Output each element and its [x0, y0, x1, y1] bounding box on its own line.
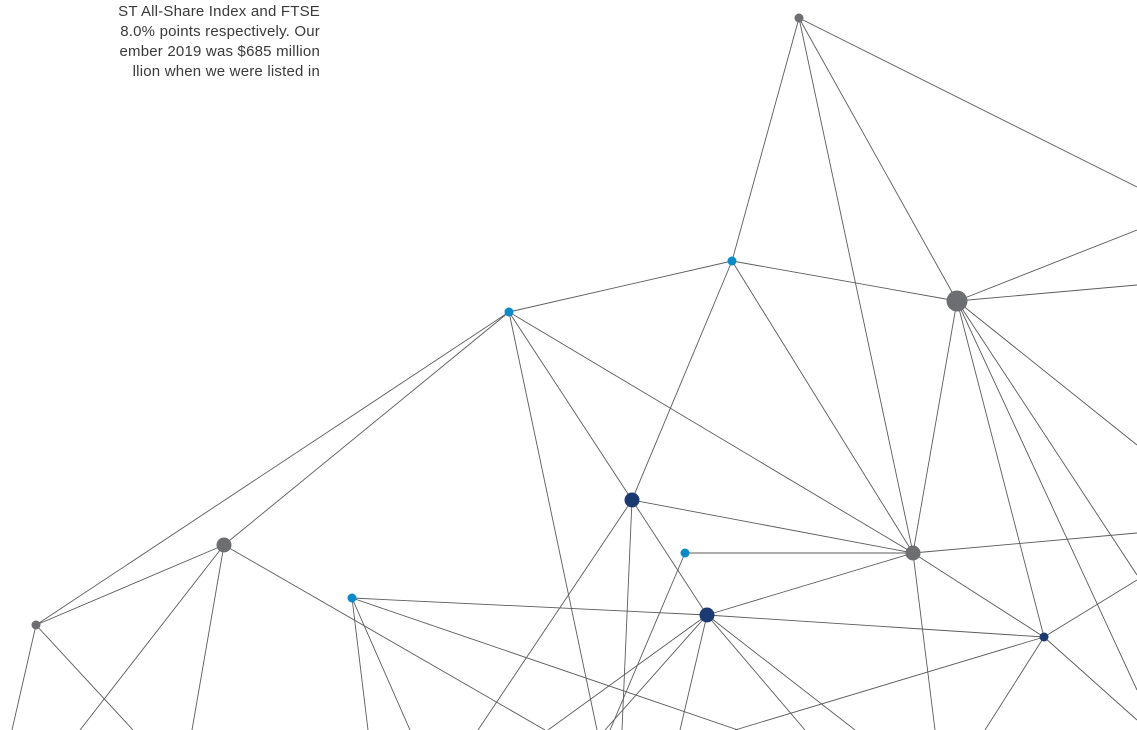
network-node-navy [699, 607, 715, 623]
network-edge [351, 597, 369, 730]
network-node-grey [31, 620, 41, 630]
network-edge [1043, 636, 1137, 721]
network-edge [731, 260, 958, 302]
network-node-navy [624, 492, 640, 508]
network-edge [912, 552, 1045, 638]
network-edge [223, 544, 546, 730]
network-edge [547, 614, 708, 730]
network-edge [731, 17, 800, 262]
text-line-3: ember 2019 was $685 million [119, 43, 320, 60]
network-edge [956, 229, 1137, 302]
network-edge [477, 499, 633, 730]
network-edge [912, 552, 936, 730]
network-edge [631, 260, 733, 501]
network-edge [79, 544, 225, 730]
network-edges [11, 17, 1137, 730]
network-edge [508, 311, 633, 501]
network-edge [706, 614, 1045, 638]
text-line-1: ST All-Share Index and FTSE [118, 3, 320, 20]
text-line-4: llion when we were listed in [132, 63, 320, 80]
text-line-2: 8.0% points respectively. Our [120, 23, 320, 40]
network-edge [631, 499, 914, 554]
body-text-fragment: ST All-Share Index and FTSE 8.0% points … [0, 0, 330, 120]
network-edge [706, 552, 914, 616]
network-edge [621, 499, 633, 730]
network-edge [956, 300, 1137, 576]
network-edge [679, 614, 708, 730]
network-edge [351, 597, 708, 616]
network-edge [223, 311, 510, 546]
network-edge [984, 636, 1045, 730]
network-edge [912, 300, 958, 554]
network-node-blue [727, 256, 737, 266]
network-edge [35, 624, 134, 730]
network-edge [351, 597, 739, 730]
network-node-blue [680, 548, 690, 558]
network-edge [798, 17, 914, 554]
network-edge [508, 311, 598, 730]
network-edge [956, 284, 1137, 302]
network-edge [11, 624, 37, 730]
network-edge [604, 614, 708, 730]
network-edge [35, 544, 225, 626]
network-node-blue [504, 307, 514, 317]
network-edge [912, 532, 1137, 554]
network-edge [631, 499, 708, 616]
network-edge [956, 300, 1137, 691]
network-edge [1043, 579, 1137, 638]
network-edge [798, 17, 958, 302]
network-node-grey [905, 545, 921, 561]
network-edge [351, 597, 411, 730]
network-nodes [31, 13, 1049, 642]
network-edge [956, 300, 1137, 446]
network-edge [706, 614, 856, 730]
network-node-blue [347, 593, 357, 603]
network-edge [191, 544, 225, 730]
network-edge [798, 17, 1137, 188]
network-node-grey [794, 13, 804, 23]
network-edge [609, 552, 686, 730]
network-edge [706, 614, 806, 730]
network-edge [731, 260, 914, 554]
network-node-grey [216, 537, 232, 553]
network-edge [734, 636, 1045, 730]
network-edge [35, 311, 510, 626]
network-edge [508, 260, 733, 313]
network-node-grey [946, 290, 968, 312]
network-edge [956, 300, 1045, 638]
network-edge [508, 311, 914, 554]
network-node-navy [1039, 632, 1049, 642]
